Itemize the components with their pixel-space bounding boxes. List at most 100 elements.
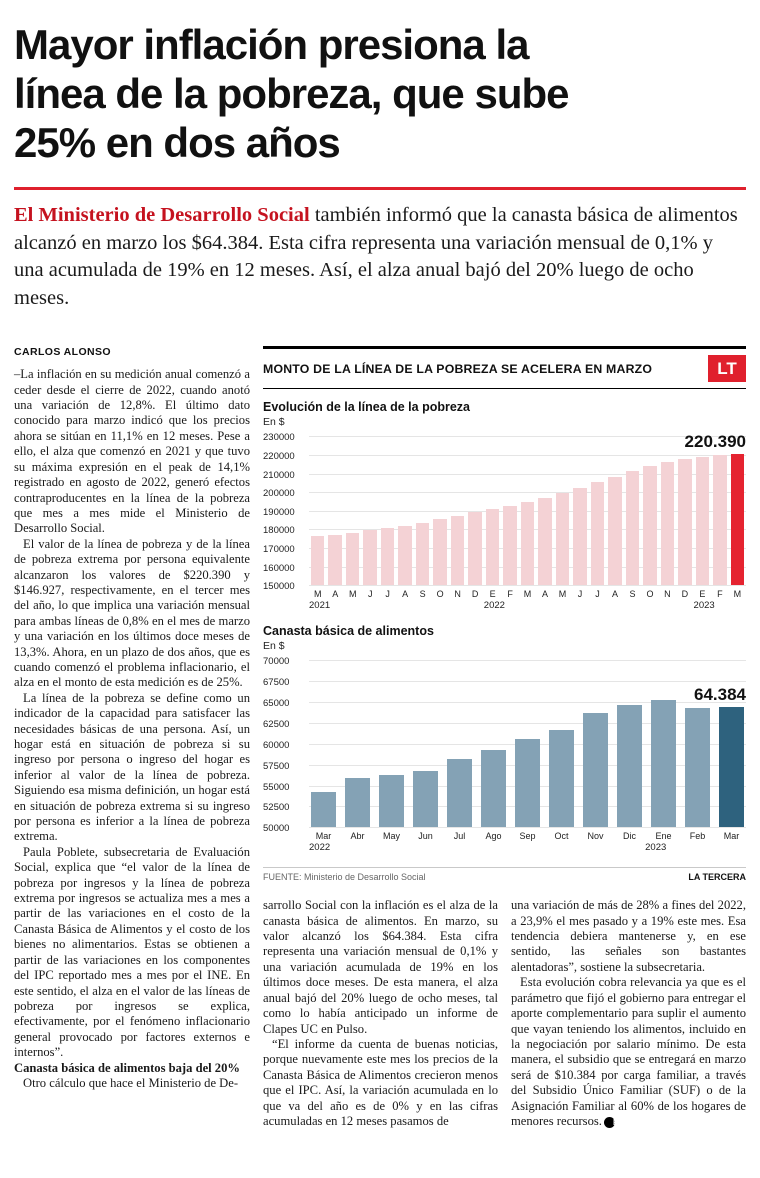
bar-a-1 [328, 534, 342, 586]
x-tick-label: Ene [655, 831, 672, 842]
article-paragraph: El valor de la línea de pobreza y de la … [14, 536, 250, 690]
bar-jun-3 [413, 771, 438, 828]
chart-panel-header: MONTO DE LA LÍNEA DE LA POBREZA SE ACELE… [263, 349, 746, 390]
x-tick-label: Oct [554, 831, 569, 842]
chart-plot-area: 70000 67500 65000 62500 60000 57500 55000 52500… [263, 656, 746, 834]
article-body: CARLOS ALONSO –La inflación en su medici… [14, 346, 746, 1129]
bar-may-2 [379, 774, 404, 828]
chart-unit-label: En $ [263, 640, 285, 653]
y-tick-label: 200000 [263, 488, 295, 500]
article-paragraph: sarrollo Social con la inflación es el a… [263, 898, 498, 1036]
bar-m-2 [345, 532, 360, 586]
bars-series [309, 660, 746, 828]
chart-panel: MONTO DE LA LÍNEA DE LA POBREZA SE ACELE… [263, 346, 746, 884]
article-paragraph: Paula Poblete, subsecretaria de Evaluaci… [14, 844, 250, 1060]
x-tick-label: E [489, 589, 496, 600]
y-tick-label: 67500 [263, 677, 290, 689]
year-label: 2023 [693, 600, 715, 612]
y-tick-label: 60000 [263, 739, 290, 751]
gridline: 70000 [263, 656, 746, 667]
x-tick-label: O [646, 589, 654, 600]
gridline: 50000 [263, 823, 746, 834]
year-label: 2021 [309, 600, 331, 612]
y-tick-label: 70000 [263, 656, 290, 668]
bar-j-16 [590, 482, 605, 586]
x-tick-label: O [436, 589, 444, 600]
chart-year-labels: 2022 2023 [309, 841, 746, 855]
newspaper-page: Mayor inflación presiona la línea de la … [14, 21, 746, 1129]
left-column: CARLOS ALONSO –La inflación en su medici… [14, 346, 250, 1129]
x-tick-label: Abr [350, 831, 365, 842]
x-tick-label: J [367, 589, 373, 600]
chart-panel-title: MONTO DE LA LÍNEA DE LA POBREZA SE ACELE… [263, 361, 653, 376]
bar-feb-11 [685, 707, 710, 828]
gridline: 220000 [263, 451, 746, 462]
gridline: 230000 [263, 432, 746, 443]
bar-n-20 [660, 462, 675, 586]
x-tick-label: Mar [315, 831, 332, 842]
highlight-value-label: 220.390 [684, 432, 746, 452]
bar-m-14 [555, 493, 570, 586]
x-tick-label: A [611, 589, 618, 600]
lead-text: también informó que la canasta básica de… [14, 204, 738, 309]
bar-e-10 [485, 508, 500, 586]
bar-a-17 [608, 476, 622, 586]
y-tick-label: 180000 [263, 525, 295, 537]
x-tick-label: A [332, 589, 339, 600]
red-accent-rule [14, 187, 746, 191]
highlight-value-label: 64.384 [694, 685, 746, 705]
bar-oct-7 [549, 730, 574, 828]
bar-dic-9 [617, 705, 642, 828]
bar-f-23 [713, 455, 727, 586]
lead-paragraph: El Ministerio de Desarrollo Social tambi… [14, 202, 746, 312]
chart-source: FUENTE: Ministerio de Desarrollo Social [263, 872, 426, 883]
inline-subhead: Canasta básica de alimentos baja del 20% [14, 1060, 240, 1075]
y-tick-label: 230000 [263, 432, 295, 444]
y-tick-label: 210000 [263, 469, 295, 481]
x-tick-label: Jul [453, 831, 466, 842]
x-tick-label: Mar [723, 831, 740, 842]
y-tick-label: 190000 [263, 506, 295, 518]
chart-year-labels: 2021 2022 2023 [309, 599, 746, 613]
y-tick-label: 62500 [263, 718, 290, 730]
year-label: 2022 [483, 600, 505, 612]
bar-jul-4 [447, 758, 472, 828]
lead-intro-red: El Ministerio de Desarrollo Social [14, 204, 310, 227]
bar-ago-5 [481, 749, 506, 828]
food-basket-chart: Canasta básica de alimentos En $ 70000 67… [263, 624, 746, 855]
x-tick-label: May [382, 831, 400, 842]
chart-unit-label: En $ [263, 416, 285, 429]
article-paragraph: “El informe da cuenta de buenas noticias… [263, 1036, 498, 1128]
bar-j-3 [363, 530, 377, 586]
gridline: 200000 [263, 488, 746, 499]
article-paragraph: Esta evolución cobra relevancia ya que e… [511, 975, 746, 1129]
x-tick-label: S [419, 589, 426, 600]
article-paragraph: –La inflación en su medición anual comen… [14, 367, 250, 536]
bar-e-22 [695, 456, 710, 586]
bar-mar-12 [719, 707, 744, 828]
x-tick-label: N [664, 589, 671, 600]
x-tick-label: D [471, 589, 479, 600]
chart-credit: LA TERCERA [688, 872, 746, 883]
right-column: una variación de más de 28% a fines del … [511, 898, 746, 1129]
x-tick-label: A [402, 589, 409, 600]
x-tick-label: J [577, 589, 583, 600]
x-tick-label: A [542, 589, 549, 600]
y-tick-label: 160000 [263, 562, 295, 574]
bar-d-9 [468, 512, 482, 586]
bar-o-19 [643, 466, 657, 586]
headline: Mayor inflación presiona la línea de la … [14, 21, 570, 167]
y-tick-label: 52500 [263, 802, 290, 814]
article-paragraph: Otro cálculo que hace el Ministerio de D… [23, 1075, 239, 1090]
chart-title: Evolución de la línea de la pobreza [263, 400, 471, 415]
chart-x-axis-labels: Mar Abr May Jun Jul Ago Sep Oct Nov Dic Ene Feb Mar [309, 828, 746, 841]
x-tick-label: F [717, 589, 723, 600]
bar-j-15 [573, 487, 587, 586]
x-tick-label: Nov [587, 831, 604, 842]
bar-a-5 [398, 525, 412, 586]
bar-n-8 [450, 515, 465, 586]
gridline: 150000 [263, 581, 746, 592]
bar-m-12 [520, 502, 535, 586]
x-tick-label: E [699, 589, 706, 600]
bar-s-18 [625, 471, 640, 586]
